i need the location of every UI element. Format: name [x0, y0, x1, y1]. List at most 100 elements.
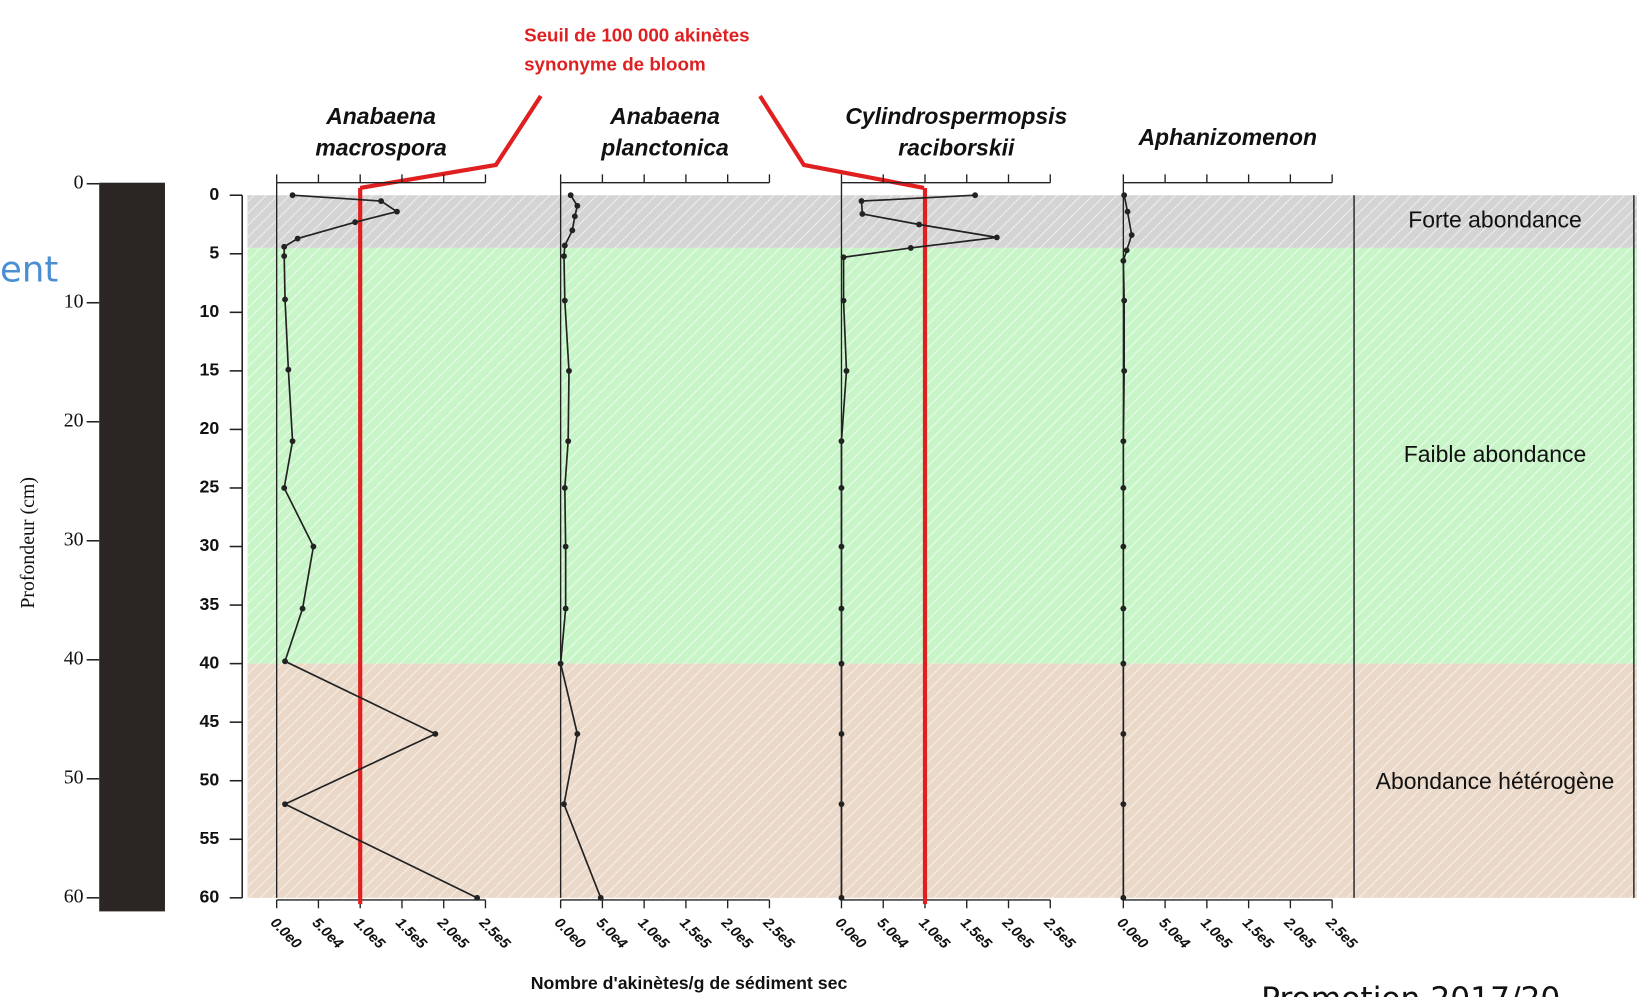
data-point	[838, 543, 845, 550]
y-tick-label: 5	[209, 242, 219, 262]
y-tick-label: 0	[74, 171, 84, 193]
y-tick-label: 60	[64, 885, 84, 907]
y-tick-label: 10	[200, 301, 220, 321]
data-point	[565, 438, 572, 445]
data-point	[916, 221, 923, 228]
data-point	[569, 227, 576, 234]
panel-title: Anabaena	[609, 103, 720, 129]
x-tick-label: 5.0e4	[309, 915, 346, 952]
x-tick-label: 5.0e4	[593, 915, 630, 952]
y-tick-label: 50	[200, 769, 220, 789]
annotation: Seuil de 100 000 akinètes	[524, 25, 750, 46]
zones	[247, 195, 1637, 898]
annotation: synonyme de bloom	[524, 54, 706, 75]
data-point	[993, 234, 1000, 241]
core-photo	[99, 182, 165, 912]
data-point	[1128, 232, 1135, 238]
x-axis-label: Nombre d'akinètes/g de sédiment sec	[531, 973, 848, 993]
data-point	[1120, 605, 1127, 612]
data-point	[562, 543, 569, 550]
callout-line	[359, 94, 543, 190]
data-point	[1121, 367, 1128, 374]
y-tick-label: 0	[209, 184, 219, 204]
y-tick-label: 35	[200, 594, 220, 614]
data-point	[561, 242, 568, 249]
data-point	[394, 208, 400, 215]
x-tick-label: 0.0e0	[551, 915, 588, 952]
data-point	[557, 660, 564, 667]
data-point	[838, 801, 845, 808]
data-point	[597, 894, 604, 901]
zone-label: Faible abondance	[1404, 441, 1586, 467]
fragment-text: ent	[0, 249, 58, 290]
x-tick-label: 1.5e5	[957, 915, 995, 953]
data-point	[281, 243, 288, 250]
x-tick-label: 1.5e5	[392, 915, 430, 953]
profile-line	[559, 194, 602, 899]
data-point	[840, 254, 847, 261]
data-point	[574, 202, 581, 209]
data-point	[285, 366, 292, 373]
x-tick-label: 2.5e5	[475, 914, 513, 952]
data-point	[858, 198, 865, 205]
y-tick-label: 30	[64, 528, 84, 550]
panel-title: macrospora	[315, 134, 447, 160]
x-tick-label: 2.0e5	[433, 914, 471, 952]
data-point	[859, 211, 866, 217]
data-point	[838, 660, 845, 667]
x-tick-label: 5.0e4	[873, 915, 910, 952]
data-point	[574, 730, 581, 737]
y-tick-label: 40	[200, 652, 220, 672]
y-tick-label: 30	[200, 535, 220, 555]
x-tick-label: 1.0e5	[350, 915, 388, 953]
x-tick-label: 2.5e5	[759, 914, 797, 952]
zone-label: Abondance hétérogène	[1376, 768, 1615, 794]
data-point	[1121, 192, 1128, 199]
x-tick-label: 1.0e5	[634, 915, 672, 953]
y-axis-label: Profondeur (cm)	[17, 477, 39, 609]
data-point	[1120, 894, 1127, 901]
x-tick-label: 5.0e4	[1155, 915, 1192, 952]
data-point	[838, 605, 845, 612]
data-point	[1121, 297, 1128, 304]
y-tick-label: 10	[64, 290, 84, 312]
y-tick-label: 50	[64, 766, 84, 788]
data-point	[281, 253, 288, 260]
x-tick-label: 2.5e5	[1322, 914, 1360, 952]
data-point	[282, 296, 288, 303]
data-point	[294, 235, 301, 242]
x-tick-label: 1.5e5	[676, 915, 714, 953]
x-tick-label: 0.0e0	[267, 915, 304, 952]
data-point	[561, 297, 568, 304]
data-point	[289, 438, 296, 445]
data-point	[1120, 485, 1127, 491]
x-tick-label: 1.0e5	[915, 915, 953, 953]
x-tick-label: 2.5e5	[1040, 914, 1078, 952]
data-point	[838, 894, 845, 901]
y-tick-label: 55	[200, 828, 220, 848]
panel-title: planctonica	[600, 134, 729, 160]
zone-hatch	[247, 247, 1637, 664]
data-point	[299, 605, 306, 612]
data-point	[840, 297, 847, 304]
data-point	[1120, 730, 1127, 737]
data-point	[838, 730, 845, 737]
data-point	[843, 367, 850, 374]
data-point	[1120, 543, 1127, 550]
data-point	[289, 192, 296, 199]
callout-line	[758, 94, 925, 190]
data-point	[1120, 660, 1127, 667]
data-point	[474, 894, 481, 901]
y-tick-label: 25	[200, 477, 220, 497]
data-point	[561, 801, 567, 808]
data-point	[282, 658, 288, 665]
zone-label: Forte abondance	[1408, 207, 1582, 233]
data-point	[1120, 257, 1127, 264]
data-point	[1120, 438, 1127, 445]
data-point	[907, 244, 914, 251]
data-point	[838, 485, 845, 491]
data-point	[972, 192, 979, 199]
data-point	[282, 801, 288, 808]
